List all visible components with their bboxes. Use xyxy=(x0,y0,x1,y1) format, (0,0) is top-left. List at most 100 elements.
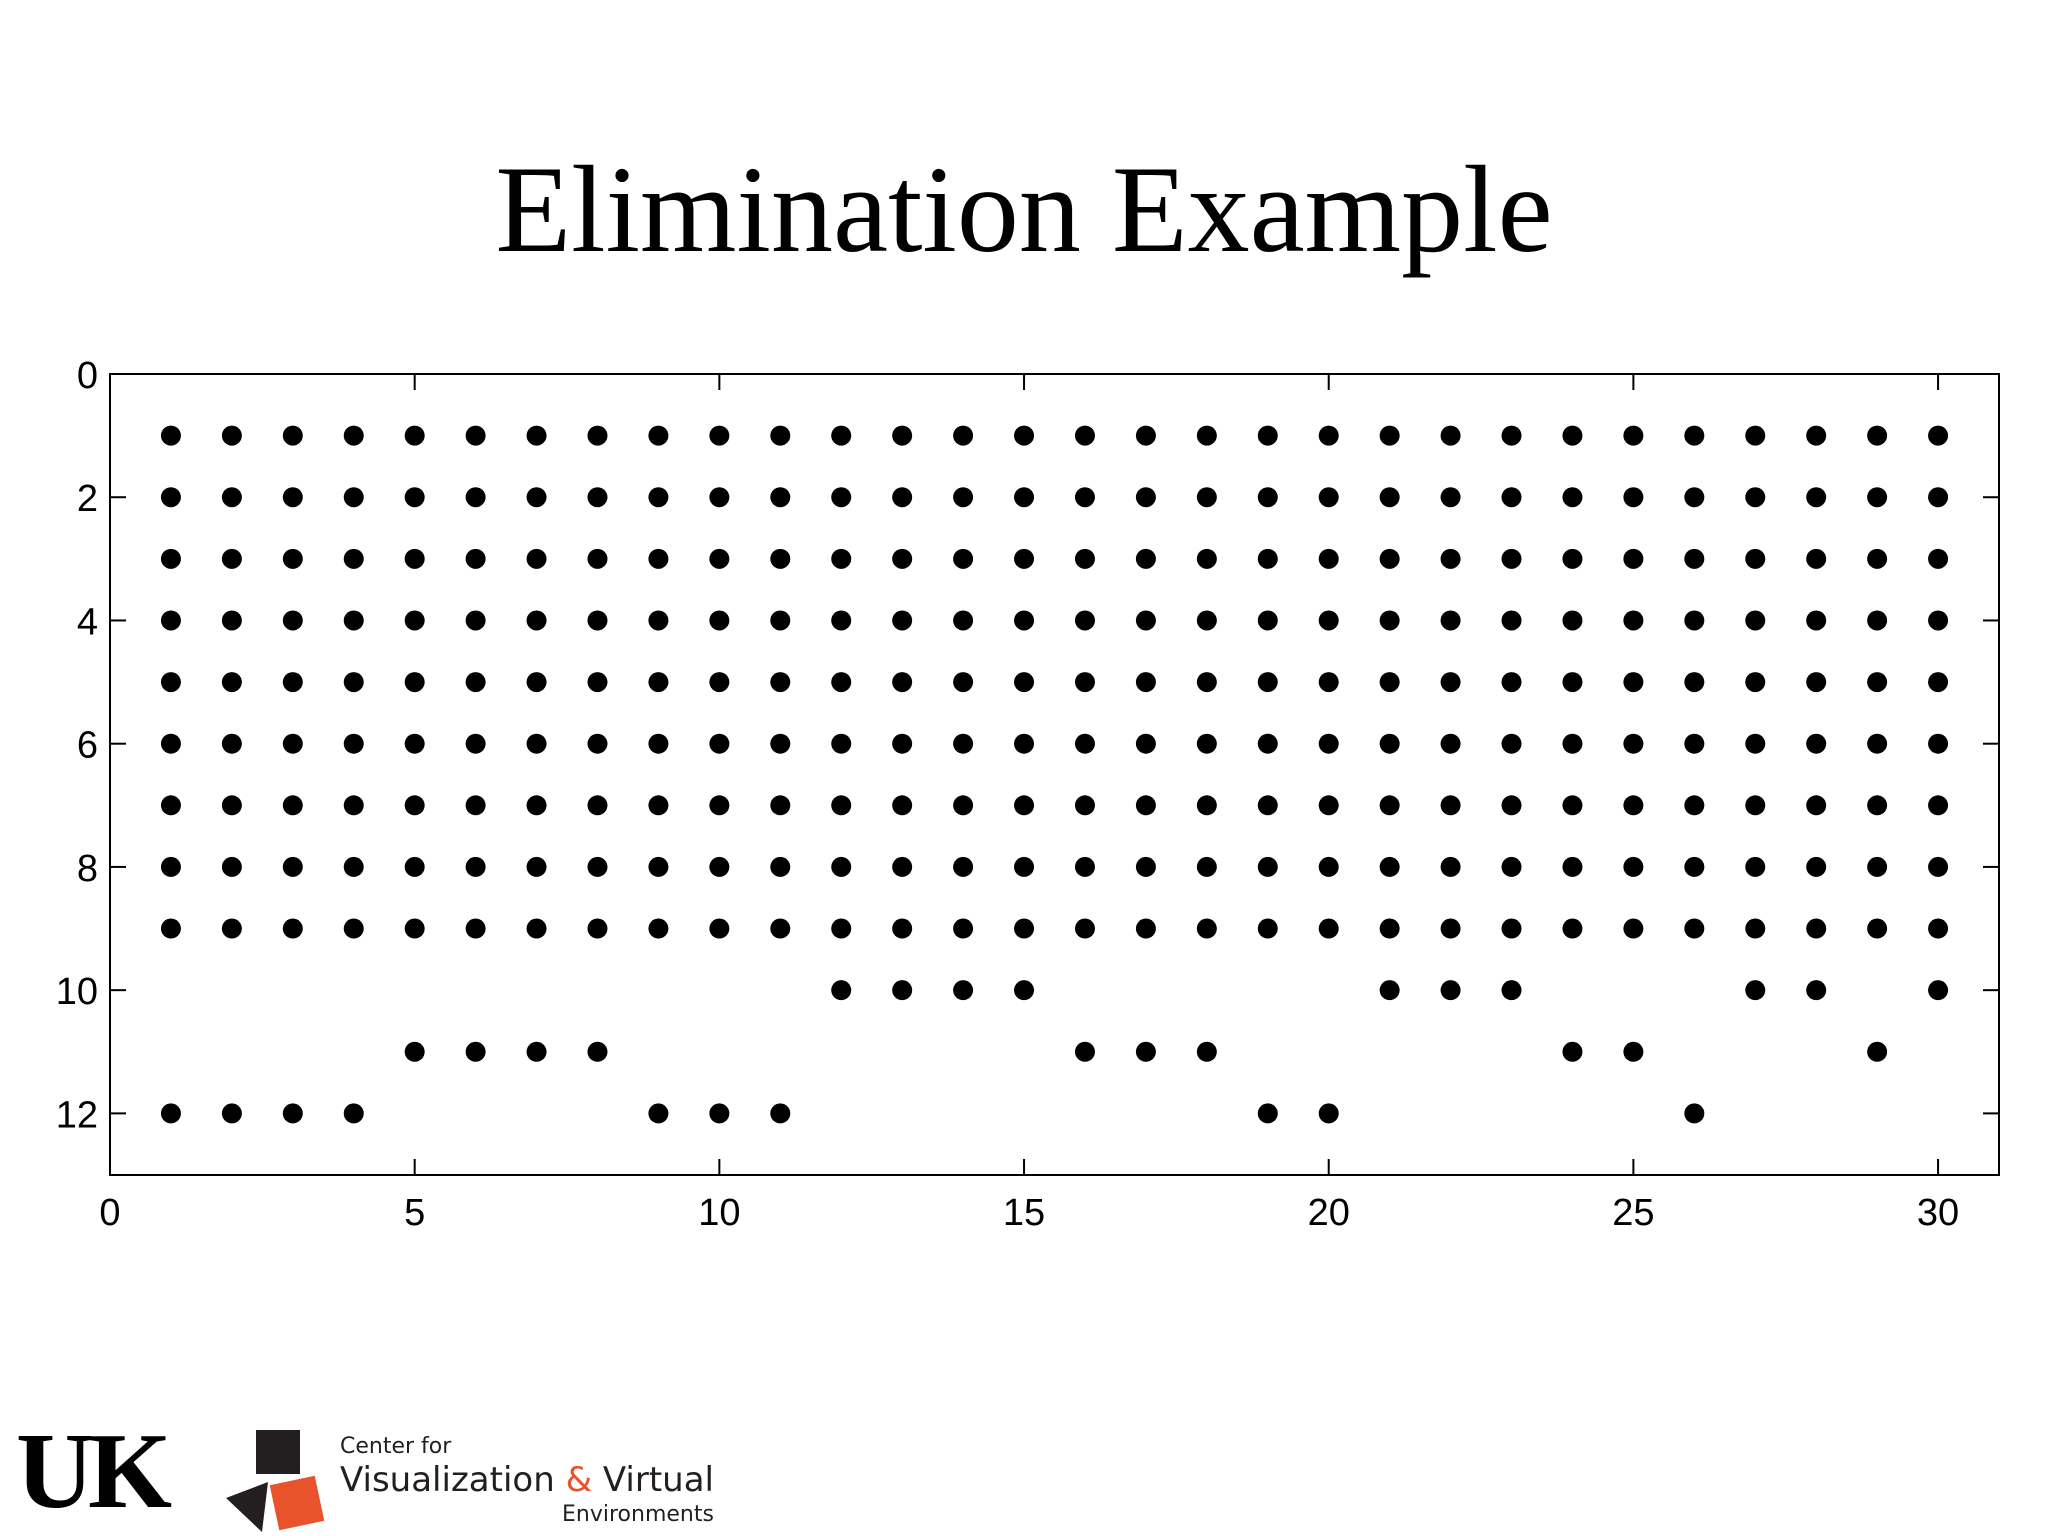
data-point xyxy=(465,795,486,816)
data-point xyxy=(1318,1103,1339,1124)
data-point xyxy=(587,856,608,877)
data-point xyxy=(1928,672,1949,693)
data-point xyxy=(1196,918,1217,939)
data-point xyxy=(587,733,608,754)
data-point xyxy=(1379,672,1400,693)
data-point xyxy=(1196,1041,1217,1062)
data-point xyxy=(1501,487,1522,508)
y-tick-label: 12 xyxy=(56,1094,98,1136)
data-point xyxy=(160,610,181,631)
data-point xyxy=(1014,610,1035,631)
data-point xyxy=(831,610,852,631)
data-point xyxy=(465,1041,486,1062)
data-point xyxy=(221,795,242,816)
data-point xyxy=(404,548,425,569)
data-point xyxy=(343,856,364,877)
slide-title: Elimination Example xyxy=(495,141,1553,278)
data-point xyxy=(1562,487,1583,508)
data-point xyxy=(343,672,364,693)
data-point xyxy=(1135,548,1156,569)
data-point xyxy=(160,856,181,877)
data-point xyxy=(1014,672,1035,693)
data-point xyxy=(587,548,608,569)
data-point xyxy=(1135,610,1156,631)
data-point xyxy=(1257,425,1278,446)
data-point xyxy=(770,487,791,508)
data-point xyxy=(1806,918,1827,939)
data-point xyxy=(892,733,913,754)
data-point xyxy=(160,487,181,508)
data-point xyxy=(892,487,913,508)
data-point xyxy=(1074,856,1095,877)
data-point xyxy=(282,1103,303,1124)
data-point xyxy=(709,425,730,446)
data-point xyxy=(343,918,364,939)
data-point xyxy=(1014,918,1035,939)
data-point xyxy=(1379,425,1400,446)
y-tick-label: 2 xyxy=(77,478,98,520)
data-point xyxy=(1257,487,1278,508)
data-point xyxy=(404,610,425,631)
data-point xyxy=(648,425,669,446)
cvve-line3: Environments xyxy=(562,1502,714,1527)
data-point xyxy=(1318,610,1339,631)
data-point xyxy=(1684,795,1705,816)
data-point xyxy=(1379,918,1400,939)
data-point xyxy=(343,548,364,569)
data-point xyxy=(1928,610,1949,631)
data-point xyxy=(1318,856,1339,877)
x-tick-label: 0 xyxy=(99,1192,120,1234)
cvve-visualization: Visualization xyxy=(340,1460,566,1500)
data-point xyxy=(1928,733,1949,754)
data-point xyxy=(587,425,608,446)
y-tick-label: 6 xyxy=(77,725,98,767)
data-point xyxy=(526,672,547,693)
data-point xyxy=(1745,856,1766,877)
y-tick-label: 10 xyxy=(56,971,98,1013)
data-point xyxy=(1257,918,1278,939)
data-point xyxy=(1867,1041,1888,1062)
cvve-line2: Visualization & Virtual xyxy=(340,1460,714,1500)
data-point xyxy=(770,918,791,939)
data-point xyxy=(1318,733,1339,754)
data-point xyxy=(1806,548,1827,569)
data-point xyxy=(1135,425,1156,446)
data-point xyxy=(221,610,242,631)
data-point xyxy=(648,918,669,939)
data-point xyxy=(465,610,486,631)
data-point xyxy=(404,733,425,754)
data-point xyxy=(1806,425,1827,446)
data-point xyxy=(770,425,791,446)
data-point xyxy=(1379,856,1400,877)
data-point xyxy=(1684,425,1705,446)
data-point xyxy=(953,610,974,631)
data-point xyxy=(1440,672,1461,693)
data-point xyxy=(343,1103,364,1124)
data-point xyxy=(1501,918,1522,939)
data-point xyxy=(1562,918,1583,939)
data-point xyxy=(953,795,974,816)
data-point xyxy=(1196,672,1217,693)
data-point xyxy=(1135,733,1156,754)
data-point xyxy=(1196,733,1217,754)
data-point xyxy=(1684,1103,1705,1124)
data-point xyxy=(221,548,242,569)
data-point xyxy=(1928,856,1949,877)
data-point xyxy=(1074,795,1095,816)
tick-marks xyxy=(109,373,1999,1175)
data-point xyxy=(282,918,303,939)
data-point xyxy=(953,980,974,1001)
data-point xyxy=(221,918,242,939)
data-point xyxy=(831,733,852,754)
data-point xyxy=(1257,856,1278,877)
tick-labels: 0 5 10 15 20 25 30 0 2 4 6 8 10 12 xyxy=(56,355,1959,1234)
data-point xyxy=(1745,425,1766,446)
data-point xyxy=(1318,425,1339,446)
data-point xyxy=(1074,918,1095,939)
data-point xyxy=(1806,672,1827,693)
data-point xyxy=(343,733,364,754)
data-point xyxy=(1623,425,1644,446)
data-point xyxy=(953,856,974,877)
data-point xyxy=(709,610,730,631)
